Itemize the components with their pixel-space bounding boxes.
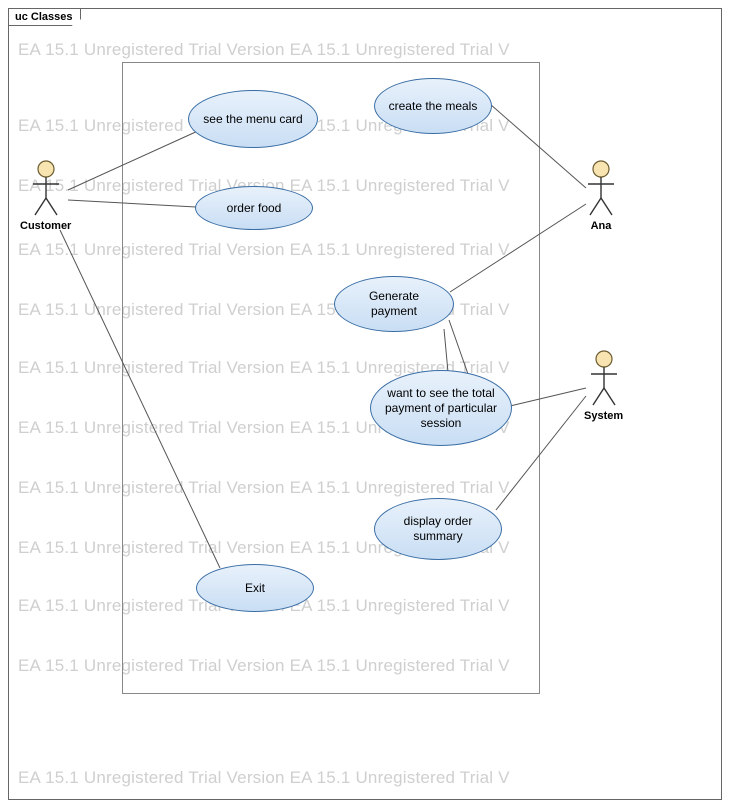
usecase-order-food: order food <box>195 186 313 230</box>
usecase-label: order food <box>227 201 282 216</box>
usecase-label: see the menu card <box>203 112 302 127</box>
usecase-generate-payment: Generate payment <box>334 276 454 332</box>
usecase-exit: Exit <box>196 564 314 612</box>
stick-figure-icon <box>29 160 63 218</box>
usecase-label: create the meals <box>389 99 478 114</box>
usecase-label: want to see the total payment of particu… <box>381 386 501 431</box>
actor-customer: Customer <box>20 160 71 232</box>
stick-figure-icon <box>587 350 621 408</box>
usecase-display-summary: display order summary <box>374 498 502 560</box>
actor-label: Customer <box>20 220 71 232</box>
usecase-want-total: want to see the total payment of particu… <box>370 370 512 446</box>
actor-ana: Ana <box>584 160 618 232</box>
usecase-create-meals: create the meals <box>374 78 492 134</box>
actor-system: System <box>584 350 623 422</box>
usecase-label: Generate payment <box>345 289 443 319</box>
usecase-label: Exit <box>245 581 265 596</box>
frame-label: uc Classes <box>8 8 81 26</box>
actor-label: Ana <box>591 220 612 232</box>
usecase-label: display order summary <box>385 514 491 544</box>
usecase-see-menu: see the menu card <box>188 90 318 148</box>
stick-figure-icon <box>584 160 618 218</box>
actor-label: System <box>584 410 623 422</box>
